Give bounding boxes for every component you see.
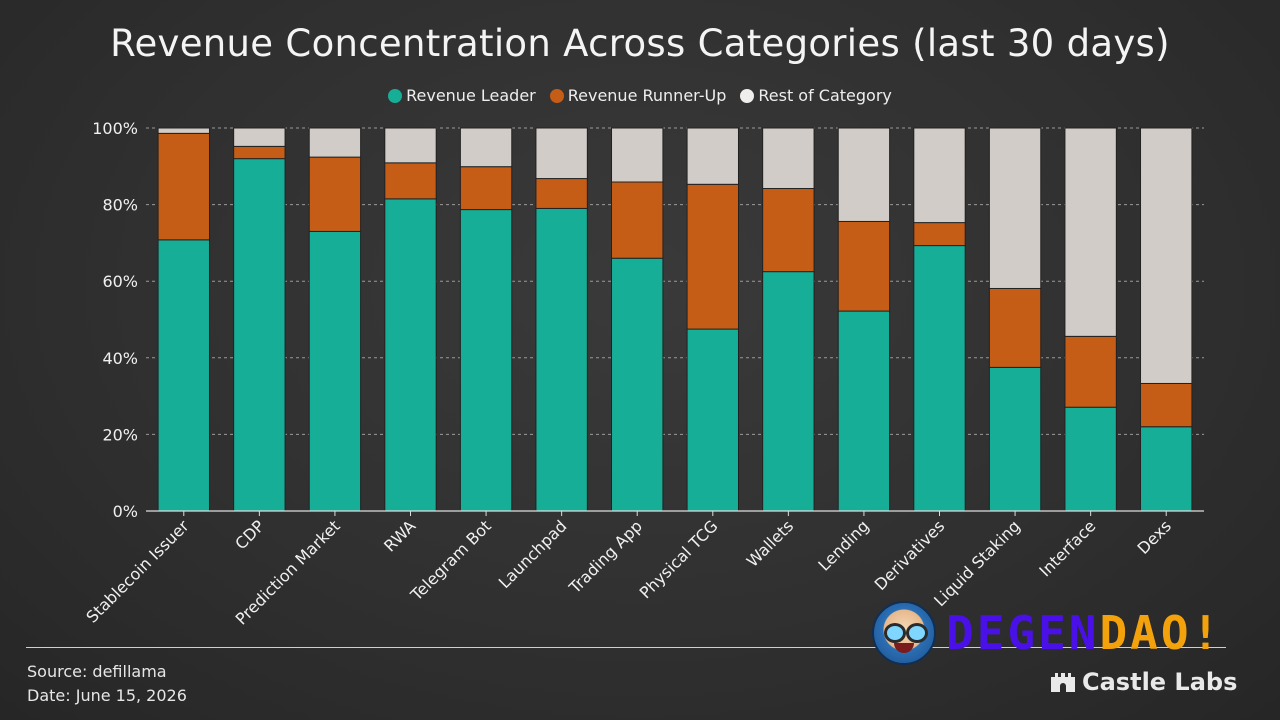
legend-item-leader: Revenue Leader <box>388 86 536 105</box>
castle-labs-label: Castle Labs <box>1082 668 1238 696</box>
bar-segment-leader <box>988 366 1042 512</box>
legend-swatch-runner-up <box>549 88 564 103</box>
bar-segment-leader <box>837 310 891 512</box>
bar-segment-rest <box>686 127 739 185</box>
y-tick-label: 40% <box>102 349 138 368</box>
bar-segment-runner-up <box>837 220 891 312</box>
bar-segment-leader <box>384 198 437 512</box>
bar-segment-rest <box>233 127 286 147</box>
bar-segment-leader <box>686 328 739 512</box>
bar-segment-rest <box>837 127 891 222</box>
bar-segment-runner-up <box>459 166 513 211</box>
source-note: Source: defillama <box>27 662 167 681</box>
x-tick-label: Telegram Bot <box>406 516 495 605</box>
bar-segment-rest <box>459 127 513 168</box>
y-tick-label: 80% <box>102 196 138 215</box>
x-tick-label: CDP <box>231 516 268 553</box>
bar-segment-rest <box>1064 127 1117 337</box>
bar-segment-leader <box>611 257 664 512</box>
x-tick-label: Physical TCG <box>636 516 722 602</box>
bar-segment-runner-up <box>913 222 966 247</box>
legend-label-runner-up: Revenue Runner-Up <box>567 86 727 105</box>
bar-segment-runner-up <box>686 183 739 330</box>
legend-label-leader: Revenue Leader <box>406 86 536 105</box>
bar-segment-rest <box>913 127 966 224</box>
bar-segment-leader <box>535 207 588 512</box>
bar-segment-runner-up <box>157 132 210 241</box>
bar-segment-leader <box>308 230 362 512</box>
x-tick-label: Launchpad <box>495 516 571 592</box>
bar-segment-rest <box>611 127 664 183</box>
legend-item-runner-up: Revenue Runner-Up <box>549 86 727 105</box>
bar-segment-rest <box>535 127 588 180</box>
bar-segment-leader <box>913 245 966 512</box>
bar-segment-leader <box>1064 406 1117 512</box>
y-tick-label: 0% <box>113 502 138 521</box>
x-tick-label: Trading App <box>565 516 646 597</box>
bar-segment-rest <box>384 127 437 164</box>
bar-segment-leader <box>1140 426 1193 512</box>
degendao-wordmark: DEGENDAO! <box>946 606 1223 660</box>
bar-segment-leader <box>459 209 513 512</box>
bar-segment-rest <box>762 127 815 190</box>
bar-segment-leader <box>157 239 210 512</box>
legend-label-rest: Rest of Category <box>758 86 892 105</box>
y-tick-label: 100% <box>92 119 138 138</box>
bar-segment-rest <box>988 127 1042 289</box>
x-tick-label: Dexs <box>1134 516 1175 557</box>
degendao-logo: DEGENDAO! <box>872 601 1222 665</box>
legend-swatch-rest <box>740 88 755 103</box>
bar-segment-runner-up <box>988 287 1042 368</box>
bar-segment-runner-up <box>535 178 588 209</box>
stacked-bar-chart: 0%20%40%60%80%100%Stablecoin Issuer CDPPr… <box>82 119 1204 629</box>
bar-segment-runner-up <box>611 181 664 259</box>
castle-labs-logo: Castle Labs <box>1050 668 1237 696</box>
bar-segment-rest <box>1140 127 1193 384</box>
bar-segment-leader <box>762 271 815 512</box>
castle-icon <box>1051 673 1075 692</box>
bar-segment-runner-up <box>762 188 815 273</box>
legend-item-rest: Rest of Category <box>740 86 892 105</box>
bar-segment-runner-up <box>308 156 362 232</box>
y-tick-label: 60% <box>102 272 138 291</box>
x-tick-label: Wallets <box>743 516 797 570</box>
x-tick-label: Lending <box>814 516 872 574</box>
legend-swatch-leader <box>388 88 403 103</box>
x-tick-label: Interface <box>1035 516 1099 580</box>
footer-divider <box>26 647 1226 648</box>
bar-segment-runner-up <box>384 162 437 200</box>
bar-segment-leader <box>233 158 286 512</box>
bar-segment-rest <box>308 127 362 158</box>
x-tick-label: Derivatives <box>871 516 949 594</box>
chart-title: Revenue Concentration Across Categories … <box>110 22 1170 65</box>
bar-segment-rest <box>157 127 210 134</box>
bar-segment-runner-up <box>1140 382 1193 428</box>
degen-avatar-icon <box>872 601 936 665</box>
bar-segment-runner-up <box>1064 335 1117 408</box>
x-tick-label: Stablecoin Issuer <box>82 516 193 627</box>
x-tick-label: RWA <box>380 516 419 555</box>
chart-legend: Revenue Leader Revenue Runner-Up Rest of… <box>0 86 1280 105</box>
date-note: Date: June 15, 2026 <box>27 686 187 705</box>
y-tick-label: 20% <box>102 425 138 444</box>
bar-segment-runner-up <box>233 145 286 160</box>
